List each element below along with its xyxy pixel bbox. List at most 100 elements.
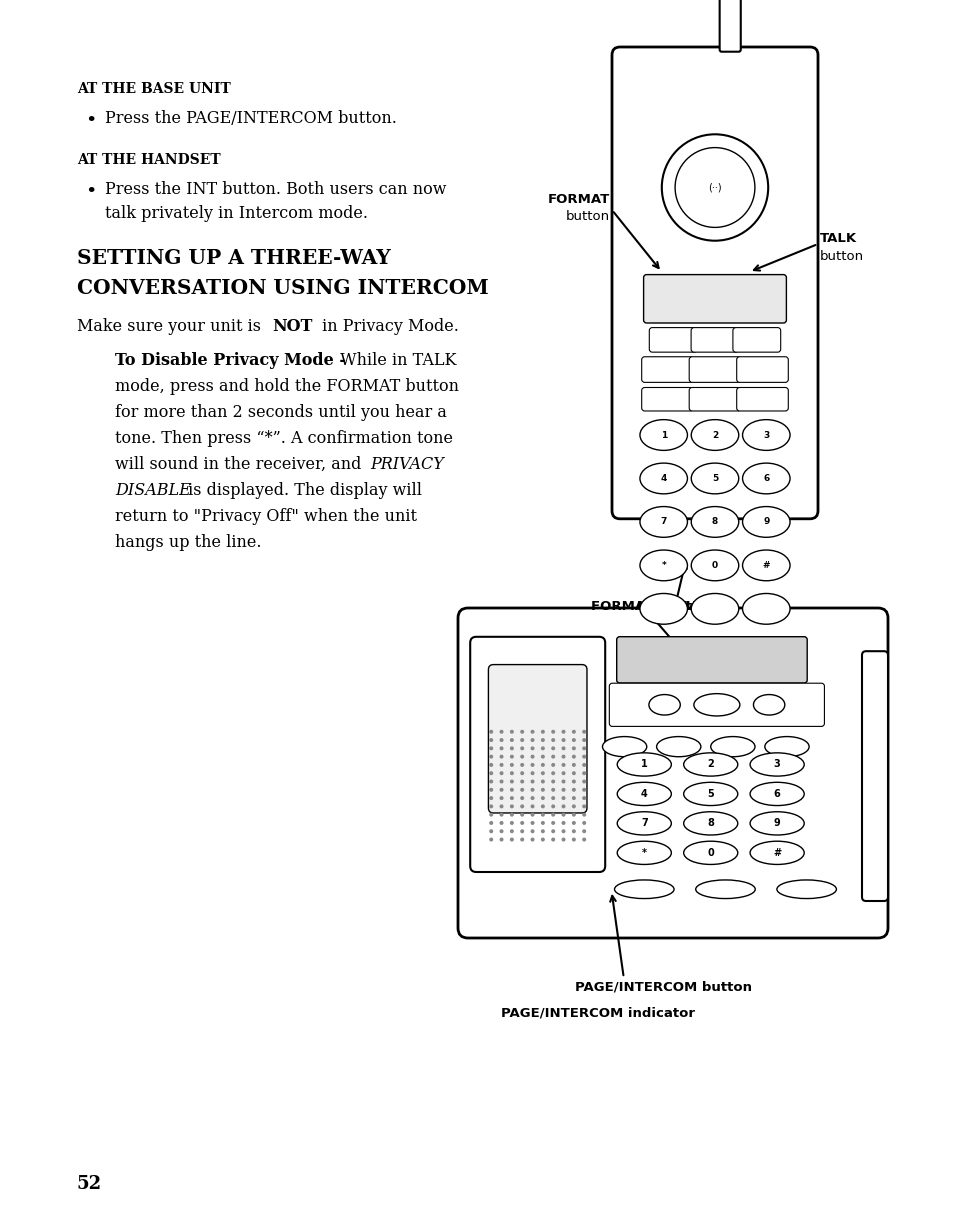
Circle shape <box>551 830 555 833</box>
Text: CONVERSATION USING INTERCOM: CONVERSATION USING INTERCOM <box>77 278 488 298</box>
Ellipse shape <box>617 782 671 806</box>
Circle shape <box>540 821 544 825</box>
Text: will sound in the receiver, and: will sound in the receiver, and <box>115 456 366 473</box>
Ellipse shape <box>741 419 789 451</box>
Circle shape <box>571 830 576 833</box>
Ellipse shape <box>691 593 738 625</box>
Circle shape <box>499 787 503 792</box>
Circle shape <box>540 738 544 742</box>
Text: Make sure your unit is: Make sure your unit is <box>77 318 266 335</box>
Circle shape <box>581 830 585 833</box>
Circle shape <box>519 796 523 801</box>
Circle shape <box>571 821 576 825</box>
FancyBboxPatch shape <box>457 608 887 938</box>
Text: 4: 4 <box>659 474 666 484</box>
FancyBboxPatch shape <box>616 637 806 683</box>
Text: for more than 2 seconds until you hear a: for more than 2 seconds until you hear a <box>115 405 446 422</box>
Circle shape <box>530 813 534 816</box>
Circle shape <box>561 821 565 825</box>
Circle shape <box>519 813 523 816</box>
Circle shape <box>561 755 565 758</box>
Circle shape <box>489 755 493 758</box>
Circle shape <box>540 804 544 808</box>
Circle shape <box>551 804 555 808</box>
Circle shape <box>530 746 534 751</box>
Circle shape <box>581 738 585 742</box>
Ellipse shape <box>691 550 738 581</box>
Circle shape <box>509 763 514 767</box>
FancyBboxPatch shape <box>649 328 697 352</box>
Text: 2: 2 <box>706 759 714 769</box>
Ellipse shape <box>602 736 646 757</box>
Circle shape <box>499 746 503 751</box>
Circle shape <box>519 804 523 808</box>
Ellipse shape <box>617 841 671 864</box>
Text: 8: 8 <box>706 819 714 829</box>
Circle shape <box>561 772 565 775</box>
Circle shape <box>530 837 534 842</box>
FancyBboxPatch shape <box>688 357 740 383</box>
Text: 5: 5 <box>711 474 718 484</box>
Text: (··): (··) <box>707 182 721 192</box>
Text: INT button: INT button <box>637 600 717 614</box>
Circle shape <box>561 796 565 801</box>
Circle shape <box>519 730 523 734</box>
Circle shape <box>551 763 555 767</box>
Circle shape <box>499 772 503 775</box>
Text: #: # <box>761 561 769 570</box>
Text: talk privately in Intercom mode.: talk privately in Intercom mode. <box>105 205 368 222</box>
Circle shape <box>540 746 544 751</box>
Circle shape <box>530 804 534 808</box>
Circle shape <box>540 730 544 734</box>
Text: While in TALK: While in TALK <box>335 352 456 369</box>
Circle shape <box>571 772 576 775</box>
Ellipse shape <box>639 593 687 625</box>
Circle shape <box>540 755 544 758</box>
Circle shape <box>661 135 767 241</box>
Circle shape <box>509 830 514 833</box>
Circle shape <box>489 830 493 833</box>
Text: mode, press and hold the FORMAT button: mode, press and hold the FORMAT button <box>115 378 458 395</box>
FancyBboxPatch shape <box>643 275 785 323</box>
Circle shape <box>509 755 514 758</box>
Circle shape <box>571 813 576 816</box>
Text: FORMAT: FORMAT <box>547 193 609 207</box>
Circle shape <box>499 780 503 784</box>
Ellipse shape <box>683 841 737 864</box>
Text: 0: 0 <box>706 848 714 858</box>
Circle shape <box>581 746 585 751</box>
Circle shape <box>551 738 555 742</box>
FancyBboxPatch shape <box>488 665 586 813</box>
Text: 4: 4 <box>640 789 647 799</box>
Ellipse shape <box>695 880 755 899</box>
Text: AT THE BASE UNIT: AT THE BASE UNIT <box>77 81 231 96</box>
Circle shape <box>509 804 514 808</box>
Circle shape <box>581 804 585 808</box>
Circle shape <box>571 780 576 784</box>
Text: SETTING UP A THREE-WAY: SETTING UP A THREE-WAY <box>77 248 391 269</box>
Ellipse shape <box>749 782 803 806</box>
Circle shape <box>540 763 544 767</box>
Ellipse shape <box>741 593 789 625</box>
Circle shape <box>530 772 534 775</box>
Circle shape <box>530 730 534 734</box>
Ellipse shape <box>683 782 737 806</box>
Ellipse shape <box>710 736 754 757</box>
Circle shape <box>561 837 565 842</box>
Circle shape <box>571 837 576 842</box>
Circle shape <box>509 746 514 751</box>
Circle shape <box>571 738 576 742</box>
Circle shape <box>509 780 514 784</box>
Ellipse shape <box>741 463 789 493</box>
Circle shape <box>581 772 585 775</box>
Text: 9: 9 <box>762 518 769 526</box>
FancyBboxPatch shape <box>688 388 740 411</box>
Text: 2: 2 <box>711 430 718 440</box>
Circle shape <box>489 796 493 801</box>
Circle shape <box>489 787 493 792</box>
Ellipse shape <box>617 753 671 776</box>
Circle shape <box>675 147 754 227</box>
Circle shape <box>499 804 503 808</box>
Ellipse shape <box>683 812 737 835</box>
Circle shape <box>551 746 555 751</box>
